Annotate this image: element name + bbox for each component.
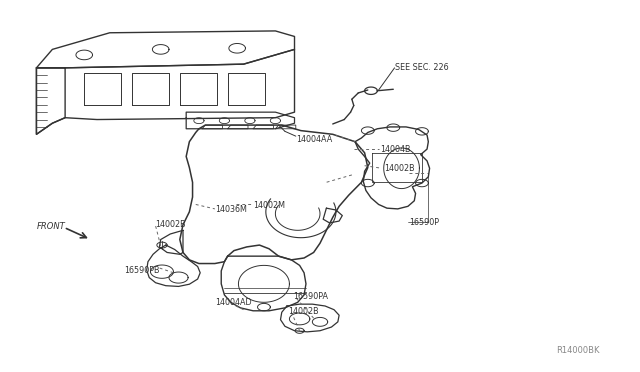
Text: FRONT: FRONT (36, 222, 65, 231)
Text: 14004B: 14004B (381, 145, 411, 154)
Text: R14000BK: R14000BK (556, 346, 599, 355)
Text: 14004AA: 14004AA (296, 135, 333, 144)
Text: 14002M: 14002M (253, 201, 285, 210)
Text: 14002B: 14002B (384, 164, 414, 173)
Text: 16590PB: 16590PB (124, 266, 159, 275)
Text: 16590P: 16590P (409, 218, 439, 227)
Text: 14002B: 14002B (156, 220, 186, 229)
Text: SEE SEC. 226: SEE SEC. 226 (395, 62, 449, 72)
Text: 14036M: 14036M (216, 205, 248, 215)
Text: 14004AD: 14004AD (215, 298, 252, 307)
Text: 16590PA: 16590PA (293, 292, 328, 301)
Text: 14002B: 14002B (288, 307, 319, 316)
